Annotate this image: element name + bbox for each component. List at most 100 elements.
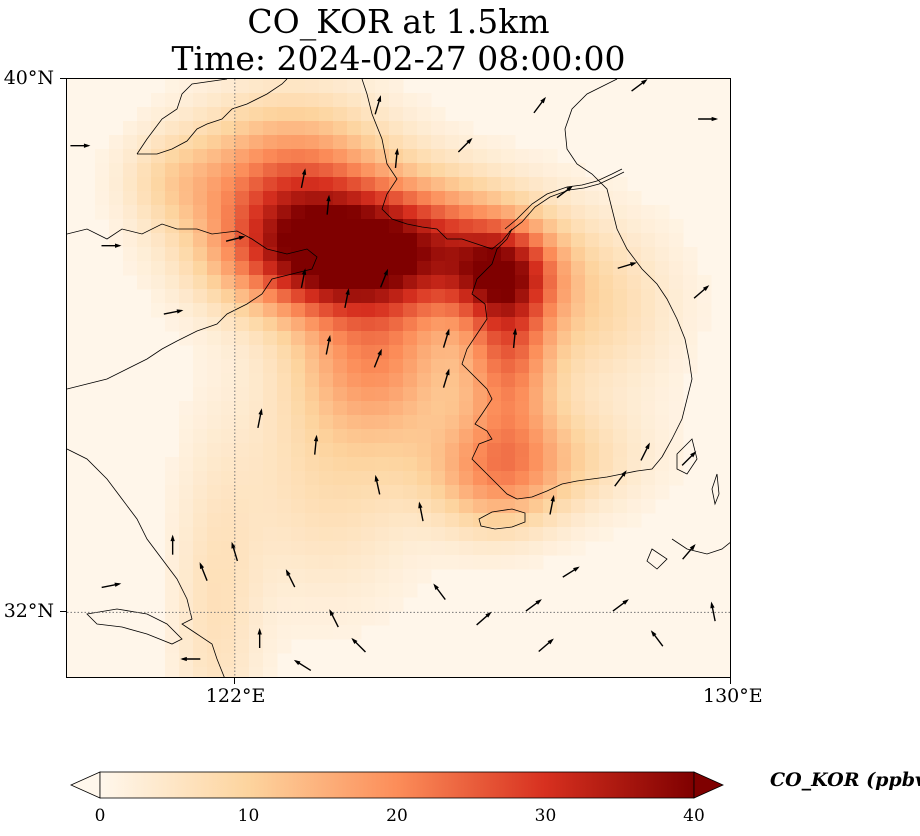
coastline-kyushu [671, 538, 730, 555]
field-cell [277, 275, 292, 290]
wind-arrow [525, 599, 542, 612]
field-cell [473, 499, 488, 514]
field-cell [613, 513, 628, 528]
field-cell [529, 163, 544, 178]
field-cell [305, 583, 320, 598]
field-cell [599, 485, 614, 500]
field-cell [403, 373, 418, 388]
field-cell [263, 149, 278, 164]
field-cell [305, 121, 320, 136]
field-cell [249, 667, 264, 677]
field-cell [501, 555, 516, 570]
field-cell [403, 135, 418, 150]
field-cell [221, 555, 236, 570]
field-cell [277, 331, 292, 346]
field-cell [235, 289, 250, 304]
field-cell [417, 555, 432, 570]
field-cell [291, 79, 306, 94]
field-cell [333, 135, 348, 150]
field-cell [319, 415, 334, 430]
field-cell [389, 191, 404, 206]
colorbar-label: CO_KOR (ppbv) [770, 769, 920, 791]
field-cell [305, 555, 320, 570]
wind-arrow [562, 566, 580, 578]
field-cell [249, 471, 264, 486]
field-cell [599, 219, 614, 234]
field-cell [389, 121, 404, 136]
field-cell [305, 443, 320, 458]
coastline-bohai [137, 79, 288, 155]
field-cell [459, 359, 474, 374]
field-cell [193, 471, 208, 486]
field-cell [277, 485, 292, 500]
field-cell [221, 289, 236, 304]
field-cell [207, 149, 222, 164]
field-cell [389, 401, 404, 416]
field-cell [431, 163, 446, 178]
field-cell [501, 205, 516, 220]
field-cell [305, 79, 320, 94]
field-cell [585, 387, 600, 402]
field-cell [403, 289, 418, 304]
field-cell [179, 611, 194, 626]
field-cell [263, 261, 278, 276]
field-cell [235, 555, 250, 570]
field-cell [333, 317, 348, 332]
field-cell [557, 499, 572, 514]
field-cell [347, 163, 362, 178]
field-cell [319, 401, 334, 416]
field-cell [487, 317, 502, 332]
field-cell [487, 135, 502, 150]
field-cell [389, 163, 404, 178]
field-cell [389, 247, 404, 262]
field-cell [669, 303, 684, 318]
field-cell [207, 135, 222, 150]
field-cell [375, 541, 390, 556]
field-cell [459, 499, 474, 514]
field-cell [137, 149, 152, 164]
field-cell [389, 513, 404, 528]
field-cell [235, 667, 250, 677]
field-cell [193, 233, 208, 248]
field-cell [571, 541, 586, 556]
field-cell [431, 457, 446, 472]
field-cell [249, 429, 264, 444]
field-cell [417, 541, 432, 556]
wind-arrow [682, 543, 696, 560]
field-cell [431, 149, 446, 164]
field-cell [249, 457, 264, 472]
field-cell [333, 289, 348, 304]
field-cell [291, 471, 306, 486]
field-cell [151, 275, 166, 290]
wind-arrow [549, 494, 555, 515]
field-cell [263, 457, 278, 472]
field-cell [333, 331, 348, 346]
field-cell [179, 639, 194, 654]
field-cell [347, 191, 362, 206]
wind-arrow [313, 434, 319, 455]
field-cell [291, 625, 306, 640]
field-cell [375, 527, 390, 542]
field-cell [389, 317, 404, 332]
field-cell [347, 135, 362, 150]
field-cell [207, 653, 222, 668]
field-cell [291, 191, 306, 206]
field-cell [529, 513, 544, 528]
field-cell [585, 373, 600, 388]
colorbar-tick-label: 10 [237, 806, 260, 826]
field-cell [207, 317, 222, 332]
field-cell [585, 205, 600, 220]
field-cell [403, 415, 418, 430]
field-cell [627, 387, 642, 402]
field-cell [375, 485, 390, 500]
field-cell [249, 443, 264, 458]
field-cell [389, 345, 404, 360]
field-cell [249, 205, 264, 220]
field-cell [501, 135, 516, 150]
field-cell [585, 513, 600, 528]
lon-tick-mark [730, 678, 731, 684]
field-cell [249, 569, 264, 584]
field-cell [655, 401, 670, 416]
field-cell [221, 205, 236, 220]
field-cell [347, 177, 362, 192]
